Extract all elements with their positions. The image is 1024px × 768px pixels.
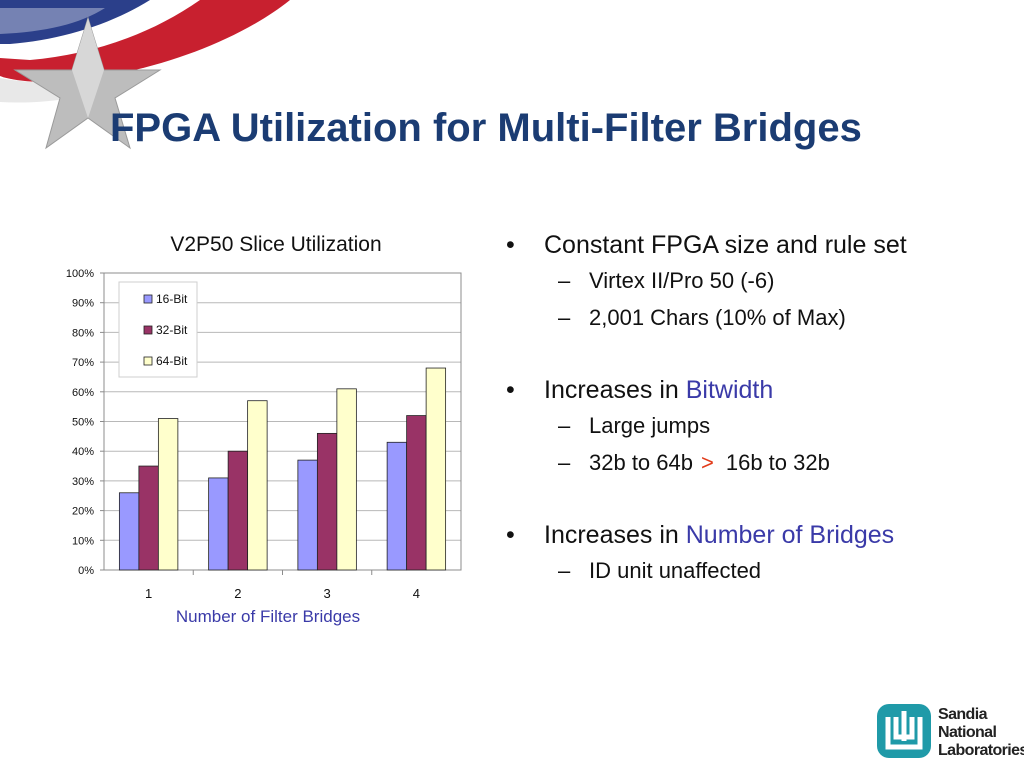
bullet-dot: • [506, 376, 515, 404]
bar-32-bit-1 [138, 465, 159, 571]
x-tick-label: 1 [145, 586, 152, 601]
sub-bullet-dash: – [558, 305, 571, 330]
bars [118, 367, 447, 571]
sub-bullet-dash: – [558, 268, 571, 293]
y-tick-label: 40% [72, 446, 94, 458]
bitwidth-highlight: Bitwidth [685, 376, 774, 404]
sub-bullet: – ID unit unaffected [506, 552, 1016, 589]
logo-line: National [938, 724, 997, 741]
y-tick-label: 60% [72, 387, 94, 399]
y-tick-label: 30% [72, 476, 94, 488]
sandia-logo-icon [877, 704, 931, 758]
bar-32-bit-3 [316, 432, 338, 571]
bar-64-bit-1 [157, 418, 179, 571]
slide-title: FPGA Utilization for Multi-Filter Bridge… [110, 106, 862, 150]
legend-swatch-16-bit [143, 294, 153, 304]
sub-bullet-text: Virtex II/Pro 50 (-6) [589, 268, 775, 293]
legend-box [118, 281, 198, 378]
bullet-text: Constant FPGA size and rule set [544, 231, 907, 259]
logo-line: Sandia [938, 706, 987, 723]
sandia-logo-text: Sandia National Laboratories [938, 706, 1024, 760]
bullet-bitwidth: • Increases in Bitwidth [506, 373, 1016, 407]
bar-16-bit-2 [208, 477, 229, 571]
x-tick-label: 4 [413, 586, 420, 601]
legend-swatch-32-bit [143, 325, 153, 335]
y-tick-label: 20% [72, 506, 94, 518]
bullet-dot: • [506, 231, 515, 259]
legend-label: 32-Bit [156, 323, 188, 337]
bullet-constant-size: • Constant FPGA size and rule set [506, 228, 1016, 262]
legend-label: 64-Bit [156, 354, 188, 368]
bar-32-bit-4 [406, 415, 427, 571]
y-tick-label: 10% [72, 535, 94, 547]
bar-64-bit-2 [247, 400, 268, 571]
bar-64-bit-3 [336, 388, 357, 571]
greater-than-symbol: > [700, 450, 714, 475]
y-tick-label: 0% [78, 565, 94, 577]
y-tick-label: 70% [72, 357, 94, 369]
bar-64-bit-4 [425, 367, 447, 571]
bullet-prefix: Increases in [544, 521, 686, 549]
flag-star-graphic [0, 0, 290, 150]
bar-16-bit-3 [297, 459, 318, 571]
x-tick-label: 3 [324, 586, 331, 601]
bridges-highlight: Number of Bridges [685, 521, 895, 549]
comparison-right: 16b to 32b [725, 450, 830, 475]
sub-bullet: – 2,001 Chars (10% of Max) [506, 299, 1016, 336]
bullet-prefix: Increases in [544, 376, 686, 404]
sub-bullet-dash: – [558, 450, 571, 475]
sub-bullet-dash: – [558, 413, 571, 438]
sub-bullet-comparison: – 32b to 64b >16b to 32b [506, 444, 1016, 481]
comparison-left: 32b to 64b [589, 450, 693, 475]
x-axis-title: Number of Filter Bridges [176, 607, 360, 626]
y-tick-label: 50% [72, 417, 94, 429]
bullet-list: • Constant FPGA size and rule set – Virt… [506, 228, 1016, 589]
bar-16-bit-1 [118, 492, 140, 571]
logo-line: Laboratories [938, 742, 1024, 759]
legend-label: 16-Bit [156, 292, 188, 306]
chart-title: V2P50 Slice Utilization [170, 233, 381, 256]
y-tick-label: 100% [66, 268, 94, 280]
bullet-bridges: • Increases in Number of Bridges [506, 518, 1016, 552]
sub-bullet: – Virtex II/Pro 50 (-6) [506, 262, 1016, 299]
y-tick-label: 80% [72, 327, 94, 339]
legend-swatch-64-bit [143, 356, 153, 366]
bar-32-bit-2 [227, 450, 249, 571]
bar-16-bit-4 [386, 441, 408, 571]
x-axis-ticks: 1 2 3 4 [145, 570, 420, 601]
sub-bullet-dash: – [558, 558, 571, 583]
sub-bullet-text: ID unit unaffected [589, 558, 762, 583]
bullet-dot: • [506, 521, 515, 549]
chart-legend: 16-Bit 32-Bit 64-Bit [118, 281, 198, 378]
sub-bullet-text: 2,001 Chars (10% of Max) [589, 305, 846, 330]
y-axis-ticks: 0% 10% 20% 30% 40% 50% 60% 70% 80% 90% 100% [66, 268, 104, 577]
y-tick-label: 90% [72, 298, 94, 310]
sub-bullet-text: Large jumps [589, 413, 711, 438]
slice-utilization-chart: 0% 10% 20% 30% 40% 50% 60% 70% 80% 90% 100% 1 2 3 4 V… [66, 233, 462, 626]
x-tick-label: 2 [234, 586, 241, 601]
sub-bullet: – Large jumps [506, 407, 1016, 444]
